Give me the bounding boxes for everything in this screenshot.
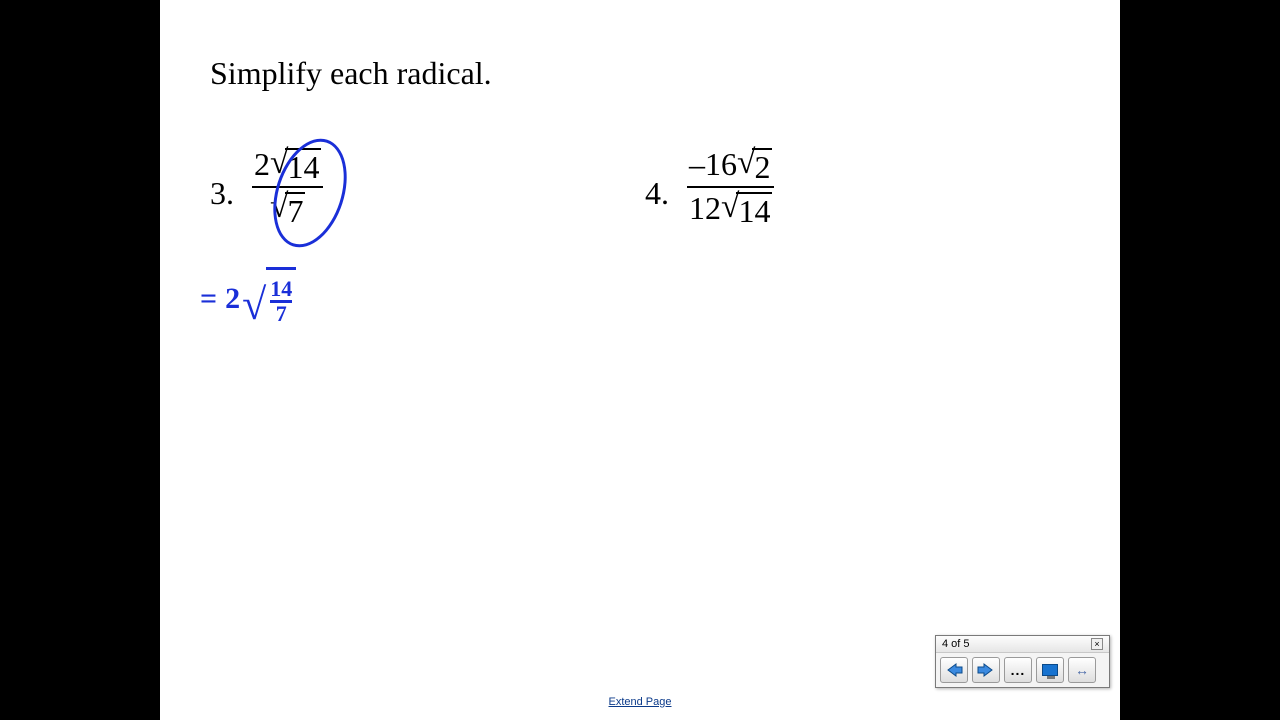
sqrt: √2: [737, 148, 772, 185]
radicand: 2: [752, 148, 772, 185]
sqrt: √14: [270, 148, 321, 185]
more-options-button[interactable]: ...: [1004, 657, 1032, 683]
monitor-icon: [1042, 664, 1058, 676]
arrow-left-icon: [944, 662, 964, 678]
page-counter: 4 of 5: [942, 638, 970, 650]
denominator: √7: [268, 189, 307, 229]
fraction: 2√14 √7: [252, 145, 323, 229]
numerator: –16√2: [687, 145, 774, 185]
coeff: 12: [689, 190, 721, 226]
page-title: Simplify each radical.: [210, 55, 492, 92]
radicand: 7: [285, 192, 305, 229]
nav-toolbar-header[interactable]: 4 of 5 ×: [936, 636, 1109, 653]
coeff: –16: [689, 146, 737, 182]
fullscreen-button[interactable]: [1036, 657, 1064, 683]
radical-icon: √: [721, 190, 739, 224]
prev-slide-button[interactable]: [940, 657, 968, 683]
radical-icon: √: [242, 292, 266, 318]
numerator: 2√14: [252, 145, 323, 185]
sqrt: √7: [270, 192, 305, 229]
hw-coeff: 2: [225, 282, 240, 316]
next-slide-button[interactable]: [972, 657, 1000, 683]
hw-fraction: 14 7: [270, 278, 292, 325]
radical-icon: √: [270, 190, 288, 224]
denominator: 12√14: [687, 189, 774, 229]
problem-4: 4. –16√2 12√14: [645, 145, 774, 229]
hw-radicand: 14 7: [266, 267, 296, 325]
coeff: 2: [254, 146, 270, 182]
nav-toolbar-buttons: ... ↔: [936, 653, 1109, 687]
radicand: 14: [736, 192, 772, 229]
arrow-right-icon: [976, 662, 996, 678]
problem-number: 4.: [645, 175, 669, 212]
extend-page-link[interactable]: Extend Page: [609, 696, 672, 708]
handwritten-step: = 2 √ 14 7: [200, 270, 296, 328]
radical-icon: √: [737, 146, 755, 180]
whiteboard-page: Simplify each radical. 3. 2√14 √7 4. –16…: [160, 0, 1120, 720]
radical-icon: √: [270, 146, 288, 180]
problem-number: 3.: [210, 175, 234, 212]
problem-3: 3. 2√14 √7: [210, 145, 323, 229]
equals-sign: =: [200, 282, 217, 316]
hw-frac-den: 7: [276, 303, 287, 325]
radicand: 14: [285, 148, 321, 185]
slide-nav-toolbar: 4 of 5 × ... ↔: [935, 635, 1110, 688]
sqrt: √14: [721, 192, 772, 229]
fraction: –16√2 12√14: [687, 145, 774, 229]
fit-width-button[interactable]: ↔: [1068, 657, 1096, 683]
close-icon[interactable]: ×: [1091, 638, 1103, 650]
hw-frac-num: 14: [270, 278, 292, 300]
